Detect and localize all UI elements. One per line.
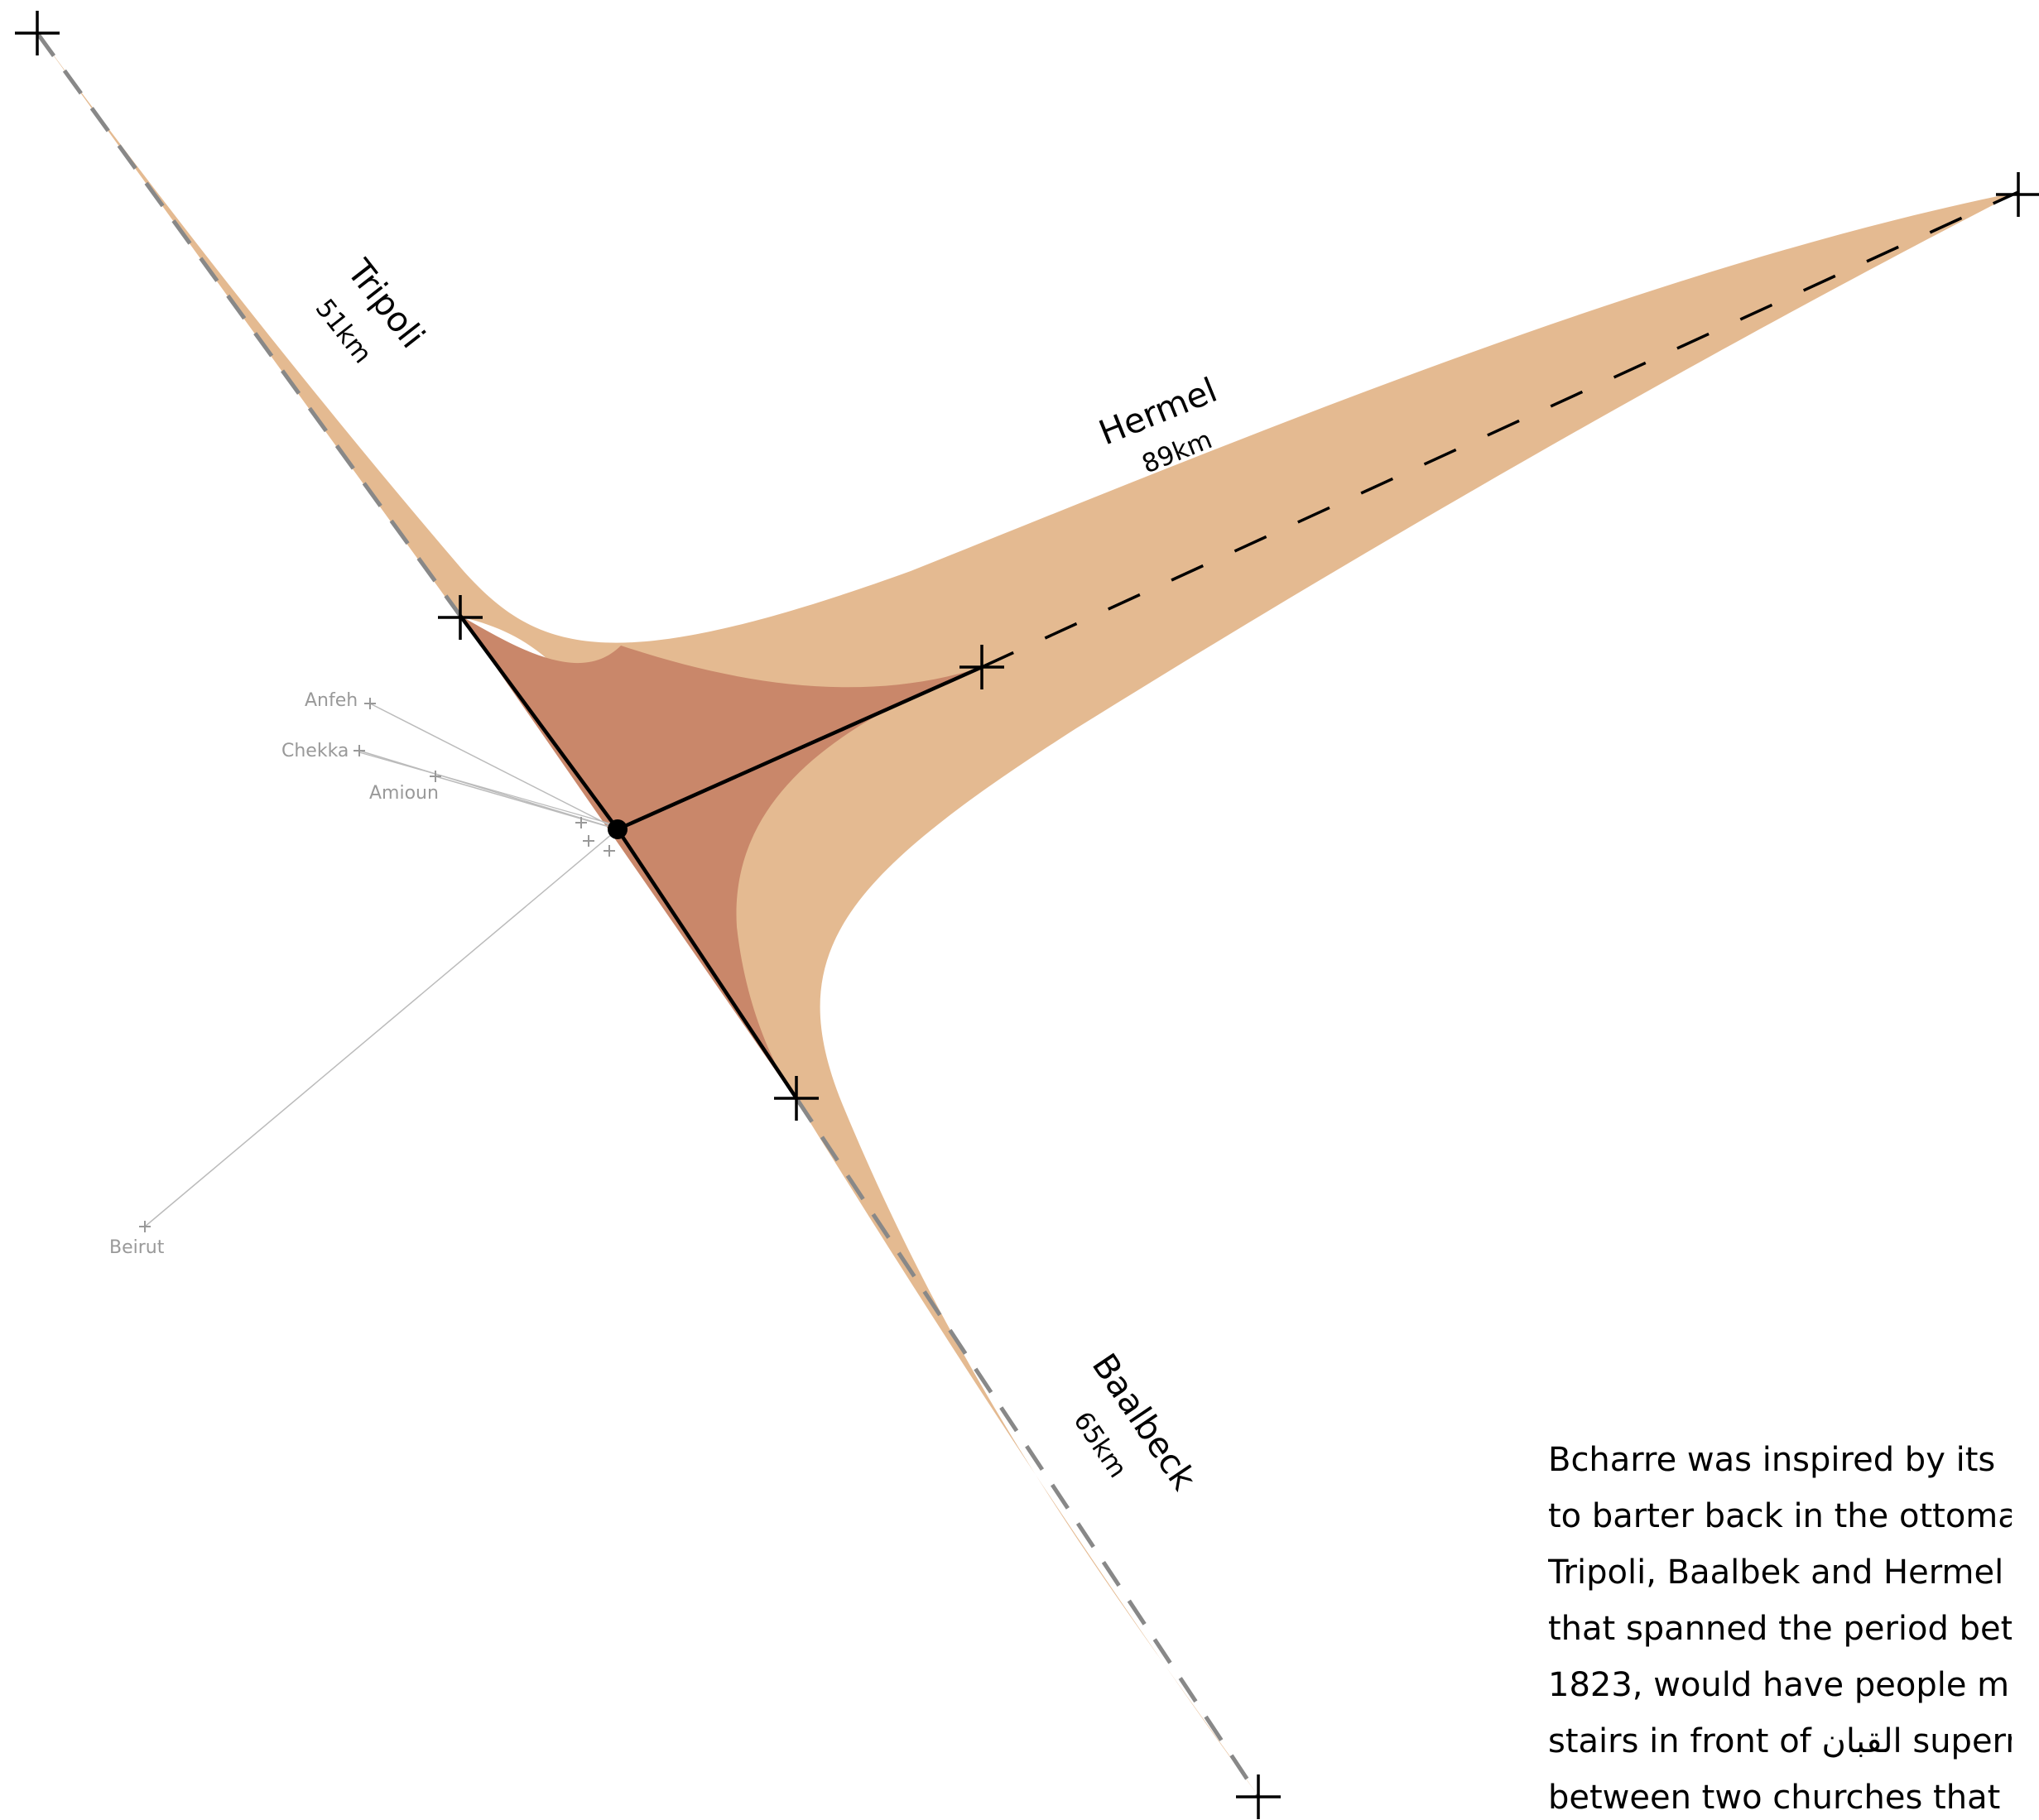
story-line: that spanned the period bet [1548,1610,2012,1648]
story-line: Bcharre was inspired by its [1548,1441,1996,1479]
hermel-endpoint-marker [1996,172,2039,217]
village-label-anfeh: Anfeh [305,690,358,711]
story-line: between two churches that [1548,1779,2001,1817]
amioun-connector [435,776,618,830]
hermel-junction-marker [959,645,1004,689]
baalbeck-dashed-guide [794,1097,1261,1798]
story-line: stairs in front of القبان supern [1548,1722,2012,1760]
anfeh-marker [364,698,376,709]
hermel-solid-link [617,665,983,832]
story-line: 1823, would have people m [1548,1666,2010,1704]
tripoli-endpoint-marker [15,11,60,55]
baalbeck-junction-marker [774,1076,819,1121]
tripoli-dashed-guide [35,31,463,617]
story-text-block: Bcharre was inspired by its to barter ba… [1548,1432,2012,1820]
inner-route-area [460,616,982,1098]
chekka-connector-2 [358,752,613,825]
village-marker-c [604,845,615,857]
tripoli-junction-marker [438,595,483,640]
chekka-marker [353,745,365,756]
beirut-connector [144,828,618,1227]
bcharre-origin-dot [608,819,628,839]
village-markers [139,698,615,1232]
beirut-marker [139,1221,151,1232]
baalbeck-endpoint-marker [1236,1774,1281,1819]
key-point-markers [15,11,2039,1819]
amioun-marker [430,771,441,782]
story-line: to barter back in the ottoma [1548,1497,2012,1535]
anfeh-connector [369,703,618,830]
village-marker-b [583,835,594,847]
village-label-beirut: Beirut [109,1237,165,1258]
hermel-dashed-guide [981,190,2019,669]
story-line: Tripoli, Baalbek and Hermel [1548,1553,2004,1592]
village-label-amioun: Amioun [369,783,439,804]
village-label-chekka: Chekka [281,741,349,761]
village-marker-a [575,817,587,828]
